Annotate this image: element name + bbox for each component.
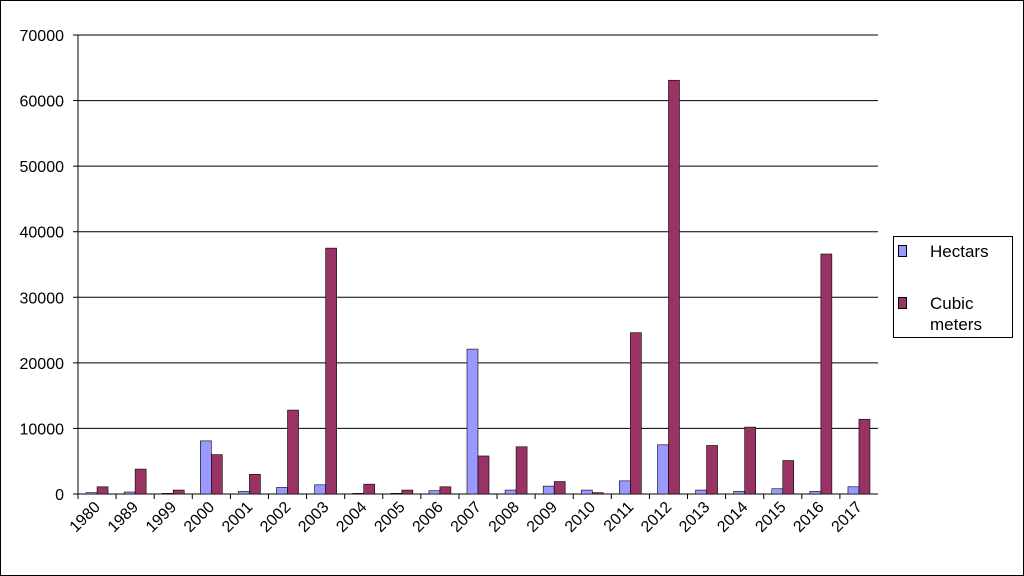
legend-label: Cubic meters — [930, 294, 982, 334]
x-tick-label: 2016 — [790, 499, 827, 536]
y-tick-label: 70000 — [20, 28, 65, 45]
legend-swatch — [898, 245, 907, 257]
legend-item: Hectars — [898, 241, 1000, 262]
bar — [733, 491, 745, 495]
bar — [287, 409, 299, 495]
bar — [390, 493, 403, 495]
bar — [85, 492, 98, 495]
bar — [172, 489, 185, 495]
bar — [782, 460, 795, 495]
bar — [820, 253, 833, 495]
x-tick-label: 2001 — [219, 499, 256, 536]
x-tick-label: 2012 — [638, 499, 675, 536]
x-tick-label: 2003 — [295, 499, 332, 536]
x-tick-label: 2005 — [371, 499, 408, 536]
bar — [668, 79, 680, 495]
bar — [771, 488, 784, 495]
bar — [276, 487, 288, 495]
bar — [123, 491, 136, 495]
bar — [706, 445, 718, 495]
y-tick-label: 0 — [55, 487, 64, 504]
bar — [161, 493, 174, 495]
y-tick-label: 30000 — [20, 290, 65, 307]
bar — [363, 483, 376, 495]
x-tick-label: 2010 — [562, 499, 599, 536]
bar — [238, 491, 250, 495]
x-tick-label: 1980 — [67, 499, 104, 536]
x-tick-label: 2014 — [714, 499, 751, 536]
x-tick-label: 2011 — [601, 499, 637, 535]
bar — [325, 247, 337, 495]
x-tick-label: 2004 — [333, 499, 370, 536]
x-tick-label: 2017 — [829, 499, 866, 536]
bar — [515, 446, 528, 495]
x-tick-label: 2015 — [752, 499, 789, 536]
bar — [352, 493, 365, 495]
bar — [466, 348, 479, 495]
x-tick-label: 2002 — [257, 499, 294, 536]
bar — [630, 332, 642, 495]
bar — [695, 489, 707, 495]
bar — [249, 474, 261, 495]
x-tick-label: 2006 — [410, 499, 447, 536]
y-tick-label: 60000 — [20, 94, 65, 111]
bar — [200, 440, 212, 495]
y-tick-label: 10000 — [20, 421, 65, 438]
bar — [314, 484, 326, 495]
x-tick-label: 2008 — [486, 499, 523, 536]
legend-item: Cubic meters — [898, 293, 1000, 335]
bar — [619, 480, 631, 495]
bar — [809, 491, 822, 495]
bar — [847, 486, 860, 495]
bar — [591, 492, 604, 495]
y-tick-label: 20000 — [20, 356, 65, 373]
bar — [744, 426, 756, 495]
bar — [477, 455, 490, 495]
bar — [439, 486, 452, 495]
bar — [858, 418, 871, 495]
x-tick-label: 1999 — [143, 499, 180, 536]
legend: Hectars Cubic meters — [893, 236, 1013, 338]
y-tick-label: 40000 — [20, 225, 65, 242]
bar — [657, 444, 669, 495]
x-tick-label: 2009 — [524, 499, 561, 536]
bar — [542, 485, 555, 495]
x-tick-label: 1989 — [105, 499, 142, 536]
y-tick-label: 50000 — [20, 159, 65, 176]
bar — [580, 489, 593, 495]
bar — [401, 489, 414, 495]
bar — [211, 454, 223, 495]
x-tick-label: 2013 — [676, 499, 713, 536]
bar — [428, 490, 441, 495]
bar — [504, 489, 517, 495]
bar — [553, 481, 566, 495]
x-tick-label: 2000 — [181, 499, 218, 536]
x-tick-label: 2007 — [448, 499, 485, 536]
legend-label: Hectars — [930, 242, 989, 261]
bar — [134, 468, 147, 495]
legend-swatch — [898, 297, 907, 309]
bar — [96, 486, 109, 495]
